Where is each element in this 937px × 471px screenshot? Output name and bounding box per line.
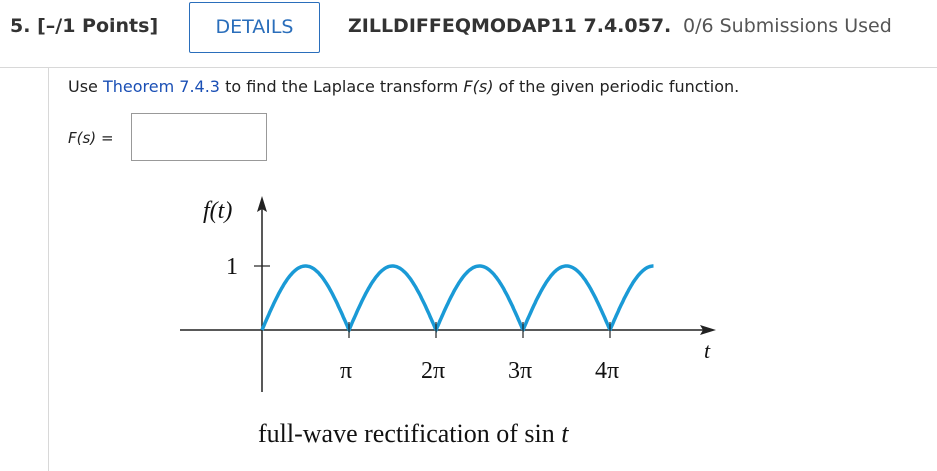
label: F(s) [68, 129, 97, 147]
points: [–/1 Points] [37, 15, 159, 37]
y-tick-label: 1 [226, 254, 238, 280]
question-code: ZILLDIFFEQMODAP11 7.4.057. [348, 15, 672, 37]
x-tick-label: 3π [508, 358, 532, 384]
answer-label: F(s) = [68, 129, 114, 147]
x-label: t [704, 338, 711, 363]
header: 5. [–/1 Points] DETAILS ZILLDIFFEQMODAP1… [0, 0, 937, 68]
x-tick-label: 2π [421, 358, 445, 384]
function: F(s) [463, 77, 494, 96]
x-arrow [700, 325, 716, 335]
submissions: 0/6 Submissions Used [683, 15, 892, 37]
x-tick-label: 4π [595, 358, 619, 384]
y-arrow [257, 196, 267, 212]
equals: = [100, 129, 114, 147]
text: to find the Laplace transform [219, 77, 464, 96]
answer-input[interactable] [131, 113, 267, 161]
caption: full-wave rectification of sin t [258, 419, 569, 448]
x-tick-label: π [340, 358, 352, 384]
text: of the given periodic function. [493, 77, 740, 96]
question-text: Use Theorem 7.4.3 to find the Laplace tr… [68, 77, 739, 96]
divider [48, 68, 49, 471]
theorem-link[interactable]: Theorem 7.4.3 [102, 77, 220, 96]
number: 5. [10, 15, 31, 37]
y-label: f(t) [203, 198, 232, 224]
details-button[interactable]: DETAILS [189, 2, 320, 53]
caption-var: t [561, 419, 569, 448]
curve [260, 264, 654, 334]
caption-text: full-wave rectification of sin [258, 419, 561, 448]
question-points: 5. [–/1 Points] [10, 15, 158, 37]
text: Use [68, 77, 103, 96]
